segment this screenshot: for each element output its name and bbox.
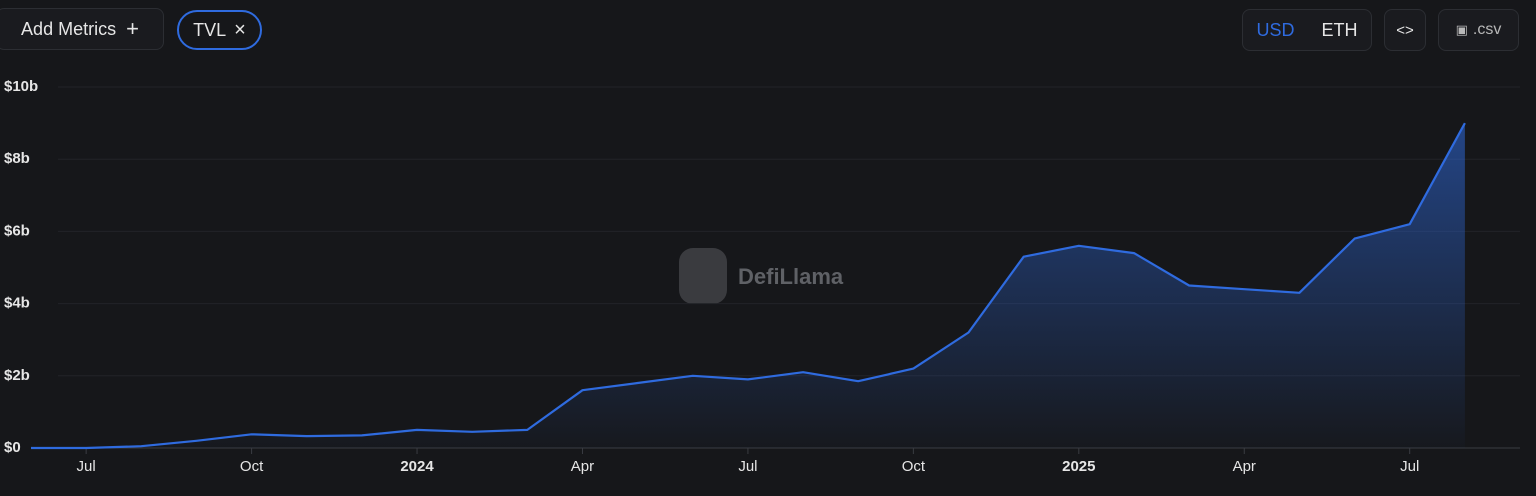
chip-label: TVL: [193, 19, 227, 40]
area-fill: [31, 123, 1465, 448]
x-tick-label: Jul: [738, 458, 757, 475]
x-tick-label: 2024: [400, 458, 434, 475]
watermark-text: DefiLlama: [738, 264, 844, 289]
y-tick-label: $2b: [4, 367, 30, 384]
y-tick-label: $4b: [4, 295, 30, 312]
y-tick-label: $0: [4, 439, 21, 456]
x-tick-label: Jul: [77, 458, 96, 475]
watermark-logo: [679, 248, 727, 304]
close-icon: ×: [234, 18, 246, 41]
eth-option[interactable]: ETH: [1321, 19, 1358, 40]
usd-option[interactable]: USD: [1256, 19, 1295, 40]
y-tick-label: $6b: [4, 222, 30, 239]
x-tick-label: Jul: [1400, 458, 1419, 475]
x-tick-label: 2025: [1062, 458, 1095, 475]
file-icon: ▣: [1455, 22, 1468, 37]
x-tick-label: Apr: [571, 458, 594, 475]
x-tick-label: Oct: [240, 458, 264, 475]
embed-button[interactable]: <>: [1384, 9, 1426, 51]
currency-toggle: USD ETH: [1242, 9, 1372, 51]
button-label: Add Metrics: [21, 18, 117, 39]
add-metrics-button[interactable]: Add Metrics +: [0, 8, 164, 50]
tvl-chip[interactable]: TVL ×: [177, 10, 262, 50]
y-tick-label: $8b: [4, 150, 30, 167]
csv-button[interactable]: ▣ .csv: [1438, 9, 1519, 51]
plus-icon: +: [126, 16, 139, 41]
watermark: DefiLlama: [679, 248, 844, 304]
x-tick-label: Oct: [902, 458, 926, 475]
x-tick-label: Apr: [1233, 458, 1256, 475]
y-tick-label: $10b: [4, 78, 38, 95]
tvl-line: [31, 122, 1466, 450]
button-label: .csv: [1472, 21, 1502, 38]
